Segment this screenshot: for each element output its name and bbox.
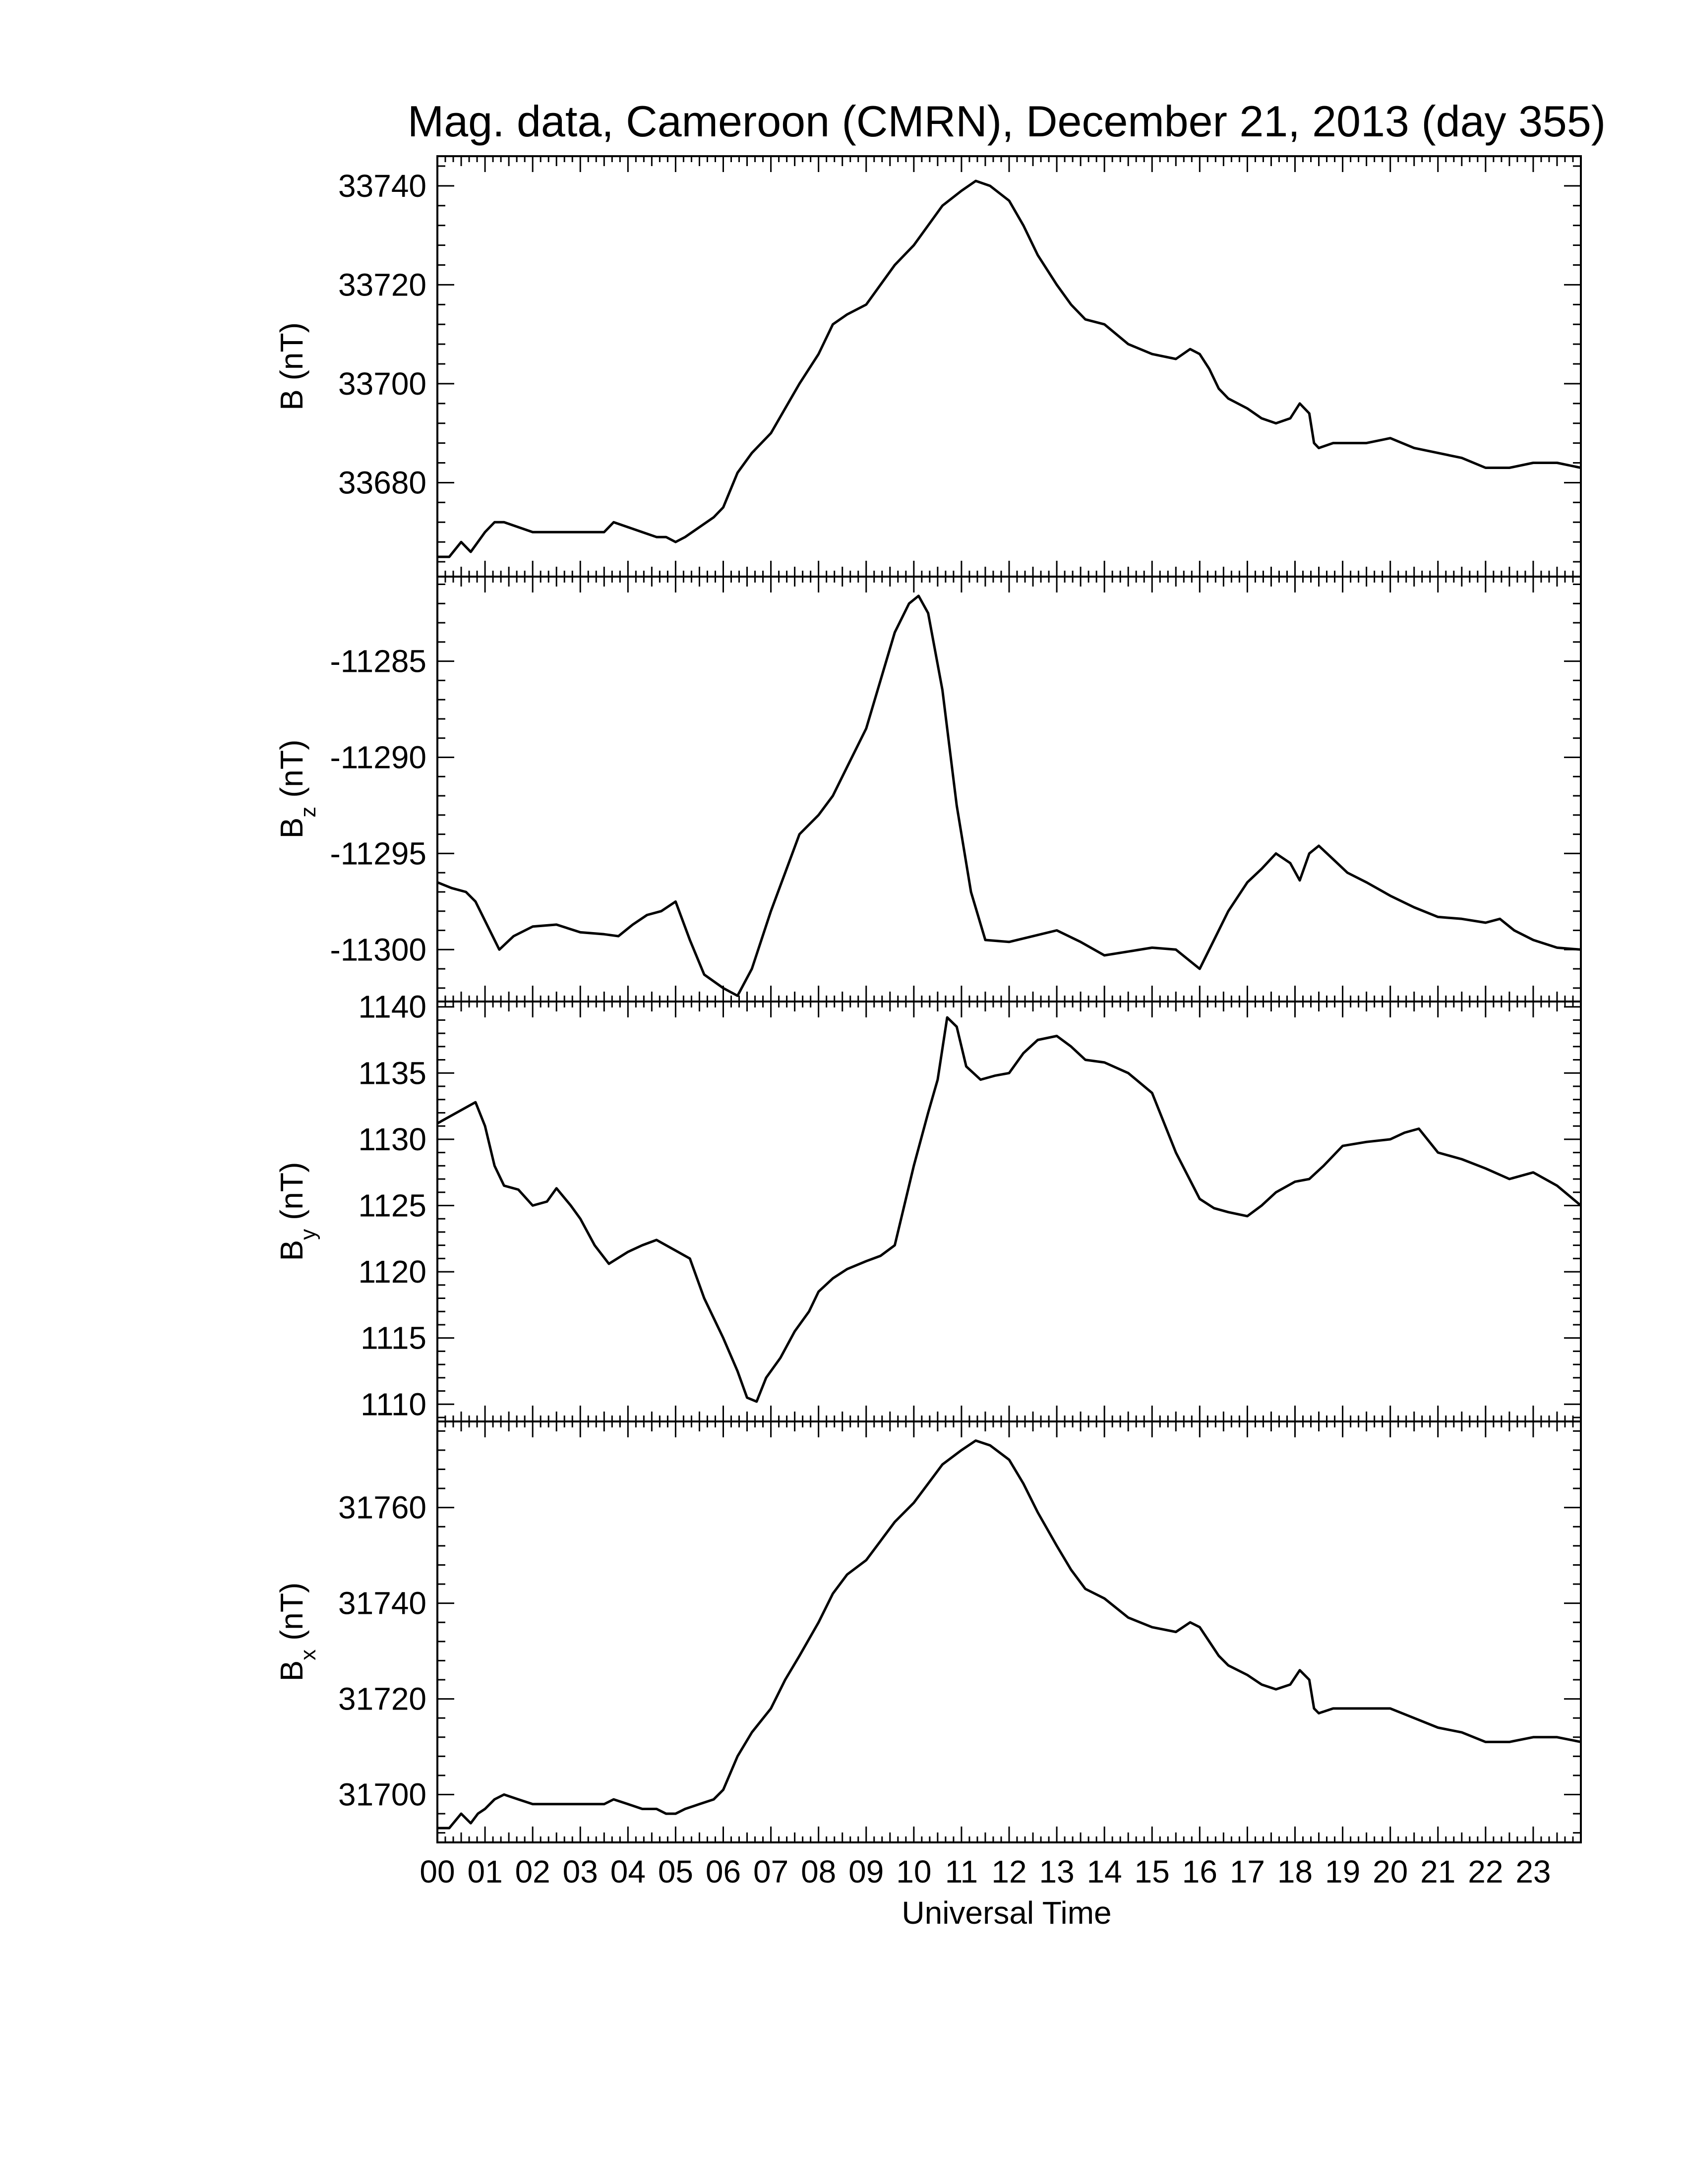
- panel-frame: [436, 576, 1582, 1003]
- x-axis-label: Universal Time: [902, 1895, 1111, 1931]
- series-line-B: [437, 179, 1581, 558]
- x-tick-label: 01: [467, 1854, 502, 1889]
- x-ticks: [436, 577, 1582, 1002]
- y-axis-label-main: B: [274, 1240, 309, 1261]
- y-axis-label-unit: (nT): [274, 740, 309, 807]
- x-tick-label: 05: [658, 1854, 693, 1889]
- x-tick-label: 23: [1515, 1854, 1551, 1889]
- panel-B: 33680 33700 33720 33740 B (nT): [274, 155, 1582, 578]
- x-tick-label: 13: [1039, 1854, 1074, 1889]
- y-tick-label: 31700: [338, 1777, 426, 1813]
- y-tick-label: -11285: [330, 644, 426, 679]
- x-tick-label: 14: [1087, 1854, 1122, 1889]
- y-axis-label-B: B (nT): [274, 322, 309, 411]
- x-tick-label: 21: [1420, 1854, 1455, 1889]
- x-tick-label: 03: [563, 1854, 598, 1889]
- x-ticks: [436, 1002, 1582, 1421]
- y-tick-label: -11300: [330, 932, 426, 967]
- x-tick-label: 08: [801, 1854, 836, 1889]
- y-axis-label-main: B: [274, 1660, 309, 1682]
- y-axis-label-subscript: y: [296, 1229, 320, 1240]
- y-tick-labels: 33680 33700 33720 33740: [338, 168, 426, 501]
- y-ticks: [437, 1430, 1581, 1834]
- y-tick-label: 33700: [338, 366, 426, 402]
- y-axis-label-unit: (nT): [274, 322, 309, 389]
- x-tick-label: 12: [991, 1854, 1026, 1889]
- y-tick-labels: 31700 31720 31740 31760: [338, 1490, 426, 1813]
- panel-Bx: 31700 31720 31740 31760 Bx (nT): [274, 1420, 1582, 1843]
- x-tick-label: 06: [706, 1854, 741, 1889]
- y-tick-label: -11295: [330, 835, 426, 871]
- series-line-Bz: [437, 594, 1581, 997]
- panel-frame: [436, 1001, 1582, 1422]
- y-axis-label-subscript: x: [296, 1650, 320, 1660]
- y-axis-label-Bz: Bz (nT): [274, 740, 320, 839]
- panel-By: 1110 1115 1120 1125 1130 1135 1140 By (nT): [274, 989, 1582, 1422]
- y-tick-label: 33720: [338, 267, 426, 302]
- y-tick-label: 31760: [338, 1490, 426, 1526]
- chart-title: Mag. data, Cameroon (CMRN), December 21,…: [408, 97, 1606, 146]
- y-tick-label: 33680: [338, 465, 426, 500]
- y-tick-label: -11290: [330, 740, 426, 775]
- y-axis-label-unit: (nT): [274, 1583, 309, 1650]
- panel-Bz: -11300 -11295 -11290 -11285 Bz (nT): [274, 576, 1582, 1003]
- x-tick-label: 10: [896, 1854, 931, 1889]
- y-tick-label: 33740: [338, 168, 426, 204]
- y-tick-label: 1115: [361, 1320, 426, 1356]
- y-ticks: [437, 1006, 1581, 1418]
- y-axis-label-subscript: z: [296, 807, 320, 818]
- y-axis-label-main: B: [274, 389, 309, 411]
- y-tick-label: 1125: [358, 1187, 426, 1223]
- y-tick-labels: -11300 -11295 -11290 -11285: [330, 644, 426, 968]
- y-tick-label: 1130: [358, 1122, 426, 1157]
- panel-frame: [436, 1420, 1582, 1843]
- series-line-By: [436, 1016, 1582, 1403]
- y-axis-label-unit: (nT): [274, 1162, 309, 1229]
- x-tick-label: 20: [1373, 1854, 1408, 1889]
- x-tick-label: 19: [1325, 1854, 1360, 1889]
- y-axis-label-Bx: Bx (nT): [274, 1583, 320, 1682]
- x-tick-label: 00: [420, 1854, 455, 1889]
- x-tick-label: 16: [1182, 1854, 1217, 1889]
- y-ticks: [437, 584, 1581, 989]
- y-tick-label: 1110: [361, 1386, 426, 1422]
- x-tick-label: 02: [515, 1854, 550, 1889]
- panel-frame: [436, 155, 1582, 578]
- y-axis-label-By: By (nT): [274, 1162, 320, 1261]
- y-tick-label: 31740: [338, 1586, 426, 1621]
- x-tick-label: 15: [1135, 1854, 1170, 1889]
- x-tick-label: 04: [610, 1854, 646, 1889]
- x-tick-label: 09: [848, 1854, 884, 1889]
- x-tick-label: 07: [753, 1854, 788, 1889]
- y-axis-label-main: B: [274, 818, 309, 839]
- x-tick-label: 11: [945, 1854, 978, 1889]
- y-tick-label: 31720: [338, 1681, 426, 1717]
- y-tick-labels: 1110 1115 1120 1125 1130 1135 1140: [358, 989, 426, 1422]
- y-ticks: [437, 165, 1581, 563]
- y-tick-label: 1140: [358, 989, 426, 1025]
- x-tick-label: 17: [1230, 1854, 1265, 1889]
- x-tick-label: 22: [1468, 1854, 1503, 1889]
- y-tick-label: 1120: [358, 1254, 426, 1290]
- x-ticks: [436, 1421, 1582, 1842]
- series-line-Bx: [437, 1439, 1581, 1830]
- y-tick-label: 1135: [358, 1055, 426, 1091]
- x-tick-labels: 00 01 02 03 04 05 06 07 08 09 10 11 12 13 14 15 16 17 18 19…: [420, 1854, 1551, 1889]
- x-tick-label: 18: [1277, 1854, 1313, 1889]
- x-ticks: [436, 156, 1582, 577]
